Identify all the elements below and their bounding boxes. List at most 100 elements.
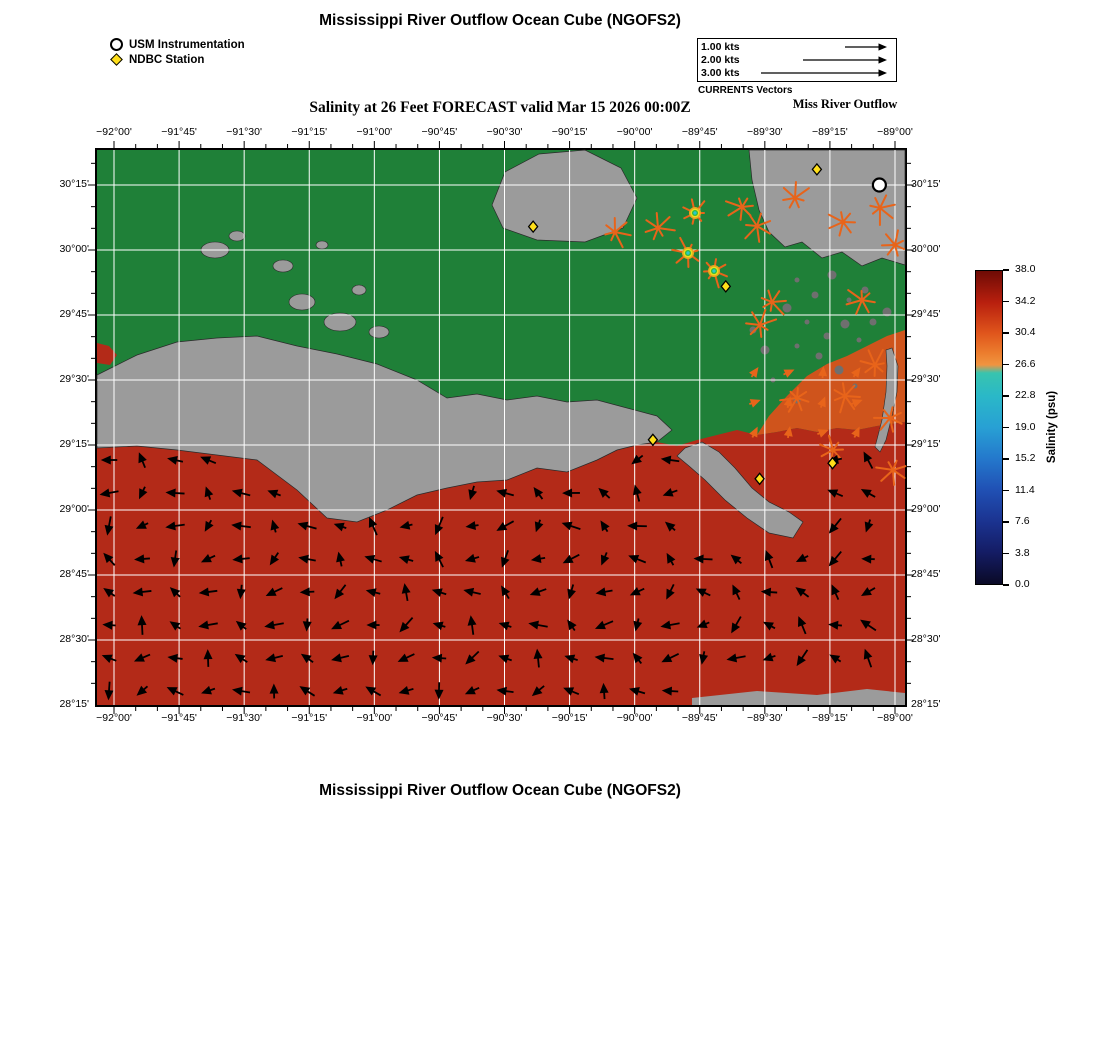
lon-tick-label-top: −89°00' [877, 126, 913, 138]
plume-vector [745, 224, 758, 227]
plume-vector [820, 449, 834, 458]
plume-vector [855, 299, 863, 315]
lat-tick-label-right: 28°15' [911, 698, 941, 710]
legend-label-usm: USM Instrumentation [129, 38, 245, 51]
colorbar-tick-label: 30.4 [1015, 326, 1036, 338]
lat-tick-label-right: 29°45' [911, 308, 941, 320]
plume-vector [762, 301, 773, 309]
coastal-marsh-land [96, 335, 673, 523]
plume-vector [796, 390, 808, 399]
marker-legend: USM Instrumentation NDBC Station [110, 37, 245, 67]
footer-title: Mississippi River Outflow Ocean Cube (NG… [319, 782, 681, 799]
plume-vector [756, 212, 762, 227]
colorbar-tick [1003, 458, 1009, 460]
plume-vector [882, 409, 891, 419]
currents-vector-scale: 1.00 kts 2.00 kts 3.00 kts [697, 38, 897, 82]
marsh-islet [856, 337, 862, 343]
plume-vector [867, 349, 876, 366]
plume-vector [832, 441, 840, 451]
plume-vector [879, 207, 894, 220]
marsh-islet [846, 297, 852, 303]
plume-vector [614, 231, 632, 237]
plume-vector [839, 395, 846, 414]
ndbc-station-marker [754, 472, 765, 486]
ndbc-station-marker [811, 162, 823, 176]
plume-vector [789, 390, 798, 399]
plume-vector [842, 221, 852, 234]
plume-vector [767, 289, 773, 303]
lon-tick-label-top: −91°15' [291, 126, 328, 138]
plume-vector [771, 301, 785, 316]
plume-vector [874, 362, 885, 366]
plume-vector [885, 233, 896, 246]
plume-vector [787, 397, 798, 413]
lat-tick-label-left: 29°45' [59, 308, 89, 320]
colorbar-tick [1003, 552, 1009, 555]
lon-tick-label-bottom: −89°30' [746, 712, 783, 724]
plume-vector [745, 322, 761, 326]
plume-vector [875, 466, 894, 471]
plume-vector [751, 311, 761, 326]
plume-vector [794, 197, 805, 202]
plume-vector [741, 197, 749, 208]
lon-tick-label-bottom: −91°00' [356, 712, 393, 724]
colorbar-tick-label: 22.8 [1015, 389, 1036, 401]
plume-vector [759, 318, 778, 326]
plume-vector [887, 461, 894, 471]
plume-vector [889, 411, 902, 419]
marsh-islet [869, 318, 877, 326]
lon-tick-label-top: −90°45' [421, 126, 458, 138]
plume-vector [892, 459, 898, 471]
colorbar-tick [1003, 489, 1009, 492]
breton-sound-water [757, 330, 905, 435]
ndbc-station-marker [827, 456, 838, 470]
north-shore-land [491, 149, 638, 243]
colorbar-gradient [975, 270, 1003, 585]
plume-vector [840, 211, 844, 223]
plume-vector [604, 231, 616, 236]
lat-tick-label-left: 28°15' [59, 698, 89, 710]
inland-lake [228, 230, 246, 242]
lon-tick-label-bottom: −92°00' [96, 712, 132, 724]
lon-tick-label-bottom: −91°45' [161, 712, 197, 724]
plume-vector [756, 225, 771, 235]
plume-vector [838, 221, 844, 237]
colorbar-tick-label: 38.0 [1015, 263, 1036, 275]
plume-vector [614, 221, 628, 233]
lon-tick-label-top: −89°15' [812, 126, 848, 138]
lon-tick-label-top: −91°00' [356, 126, 393, 138]
plume-vector [614, 231, 624, 249]
plume-vector [644, 227, 659, 233]
marsh-islet [811, 291, 819, 299]
plume-vector [833, 389, 846, 397]
plume-vector [889, 417, 895, 433]
plume-vector [894, 244, 899, 257]
plume-vector [771, 299, 787, 303]
currents-scale-arrow [803, 56, 887, 64]
map-canvas [88, 141, 914, 714]
inland-lake [288, 293, 316, 311]
plume-vector [759, 308, 767, 326]
plume-vector [842, 212, 852, 223]
plume-vector [832, 449, 842, 460]
legend-item-ndbc: NDBC Station [110, 52, 245, 67]
inland-lake [315, 240, 329, 250]
plume-vector [844, 395, 856, 411]
plume-vector [738, 197, 743, 208]
plume-vector [645, 219, 659, 229]
marsh-islet [794, 277, 800, 283]
lon-tick-label-top: −89°30' [746, 126, 783, 138]
lon-tick-label-top: −90°30' [486, 126, 523, 138]
colorbar-tick [1003, 363, 1009, 366]
map-frame [95, 148, 907, 707]
currents-caption: CURRENTS Vectors [698, 85, 793, 96]
plume-vector [744, 225, 758, 240]
plume-vector [847, 289, 863, 301]
plume-vector [796, 387, 799, 399]
plume-vector [861, 299, 870, 314]
lat-tick-label-right: 28°30' [911, 633, 941, 645]
inland-lake [323, 312, 357, 332]
colorbar-tick [1003, 426, 1009, 429]
plume-vector [727, 206, 743, 217]
